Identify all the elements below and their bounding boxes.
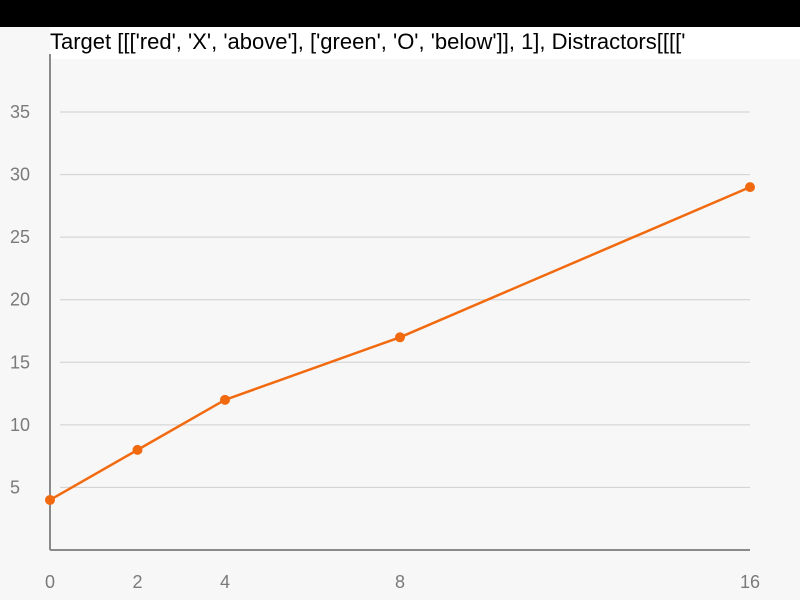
data-point	[220, 394, 230, 405]
data-point	[745, 182, 755, 193]
x-tick-label: 2	[132, 572, 142, 592]
x-tick-label: 0	[45, 572, 55, 592]
x-tick-label: 4	[220, 572, 230, 592]
y-tick-labels: 5 10 15 20 25 30 35	[10, 102, 30, 497]
chart-title: Target [[['red', 'X', 'above'], ['green'…	[50, 29, 686, 54]
x-tick-label: 16	[740, 572, 760, 592]
data-point	[395, 332, 405, 343]
y-tick-label: 10	[10, 415, 30, 435]
data-point	[132, 444, 143, 455]
y-tick-label: 25	[10, 227, 30, 247]
axes	[49, 54, 750, 551]
y-tick-label: 35	[10, 102, 30, 122]
y-tick-label: 15	[10, 352, 30, 372]
y-tick-label: 30	[10, 165, 30, 185]
grid-lines	[60, 111, 750, 488]
y-tick-label: 5	[10, 477, 20, 497]
data-point	[45, 494, 55, 505]
series-line	[49, 185, 751, 502]
plot-background	[0, 27, 800, 600]
x-tick-labels: 0 2 4 8 16	[45, 572, 760, 592]
x-tick-label: 8	[395, 572, 405, 592]
title-background	[50, 27, 800, 59]
series-group	[45, 182, 755, 505]
y-tick-label: 20	[10, 290, 30, 310]
